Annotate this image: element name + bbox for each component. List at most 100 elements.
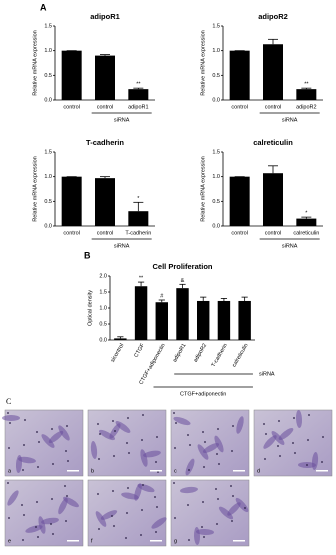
- cell: [143, 450, 161, 458]
- bar: [134, 286, 148, 340]
- nucleus: [232, 425, 234, 427]
- nucleus: [36, 501, 38, 503]
- nucleus: [217, 428, 219, 430]
- scale-bar: [67, 540, 79, 542]
- nucleus: [142, 414, 144, 416]
- nucleus: [157, 471, 159, 473]
- cell: [41, 434, 55, 448]
- x-tick-label: control: [97, 104, 114, 110]
- nucleus: [52, 533, 54, 535]
- bar: [296, 89, 317, 100]
- nucleus: [128, 452, 130, 454]
- panel-label: C: [6, 397, 11, 406]
- cell: [41, 517, 59, 525]
- nucleus: [155, 531, 157, 533]
- cell: [137, 483, 155, 493]
- nucleus: [35, 526, 37, 528]
- nucleus: [279, 455, 281, 457]
- micrograph-label: c: [174, 468, 177, 474]
- cell: [100, 510, 118, 520]
- nucleus: [51, 498, 53, 500]
- nucleus: [7, 412, 9, 414]
- y-tick-label: 0.5: [212, 199, 220, 205]
- nucleus: [141, 439, 143, 441]
- cell: [214, 435, 224, 453]
- nucleus: [187, 504, 189, 506]
- bar: [176, 288, 189, 340]
- micrograph-label: e: [8, 538, 11, 544]
- nucleus: [322, 436, 324, 438]
- y-tick-label: 1.5: [44, 149, 52, 155]
- nucleus: [265, 433, 267, 435]
- scale-bar: [150, 470, 162, 472]
- cell: [48, 430, 64, 444]
- nucleus: [188, 469, 190, 471]
- y-axis-label: Relative mRNA expression: [32, 156, 38, 221]
- nucleus: [65, 520, 67, 522]
- chart-title: Cell Proliferation: [152, 262, 212, 271]
- cell: [7, 490, 19, 506]
- cell: [196, 528, 214, 536]
- x-tick-label: control: [265, 230, 282, 236]
- nucleus: [127, 487, 129, 489]
- nucleus: [7, 482, 9, 484]
- nucleus: [52, 463, 54, 465]
- y-tick-label: 0.5: [44, 199, 52, 205]
- nucleus: [38, 441, 40, 443]
- nucleus: [264, 458, 266, 460]
- scale-bar: [67, 470, 79, 472]
- cell: [278, 427, 294, 441]
- nucleus: [263, 423, 265, 425]
- nucleus: [173, 412, 175, 414]
- nucleus: [155, 461, 157, 463]
- cell: [271, 431, 285, 445]
- nucleus: [9, 422, 11, 424]
- bar: [95, 55, 115, 100]
- bar: [61, 50, 82, 100]
- nucleus: [141, 509, 143, 511]
- group-label: siRNA: [259, 371, 275, 377]
- cell: [58, 425, 70, 441]
- annotation: *: [305, 211, 308, 217]
- annotation: **: [304, 82, 309, 88]
- y-tick-label: 1.5: [99, 289, 107, 295]
- nucleus: [308, 414, 310, 416]
- nucleus: [154, 496, 156, 498]
- x-tick-label: control: [265, 104, 282, 110]
- nucleus: [307, 439, 309, 441]
- nucleus: [203, 536, 205, 538]
- y-tick-label: 2.0: [99, 273, 107, 279]
- y-tick-label: 0.0: [212, 97, 220, 103]
- cell: [58, 497, 68, 515]
- y-tick-label: 1.5: [44, 23, 52, 29]
- group-label: siRNA: [282, 243, 298, 249]
- nucleus: [217, 498, 219, 500]
- nucleus: [174, 517, 176, 519]
- nucleus: [113, 455, 115, 457]
- bar: [95, 178, 115, 226]
- nucleus: [230, 485, 232, 487]
- group-label: siRNA: [282, 117, 298, 123]
- cell: [180, 486, 198, 494]
- nucleus: [67, 460, 69, 462]
- y-tick-label: 1.0: [212, 174, 220, 180]
- y-axis-label: Relative mRNA expression: [32, 30, 38, 95]
- nucleus: [156, 506, 158, 508]
- cell: [218, 506, 234, 520]
- nucleus: [97, 493, 99, 495]
- nucleus: [231, 450, 233, 452]
- nucleus: [23, 444, 25, 446]
- y-tick-label: 0.0: [44, 223, 52, 229]
- nucleus: [156, 436, 158, 438]
- chart-title: adipoR1: [90, 12, 120, 21]
- y-tick-label: 0.0: [44, 97, 52, 103]
- cell: [115, 421, 131, 433]
- nucleus: [51, 428, 53, 430]
- bar: [296, 218, 317, 226]
- nucleus: [98, 528, 100, 530]
- y-axis-label: Relative mRNA expression: [200, 156, 206, 221]
- y-axis-label: Relative mRNA expression: [200, 30, 206, 95]
- nucleus: [306, 464, 308, 466]
- x-tick-label: control: [231, 104, 248, 110]
